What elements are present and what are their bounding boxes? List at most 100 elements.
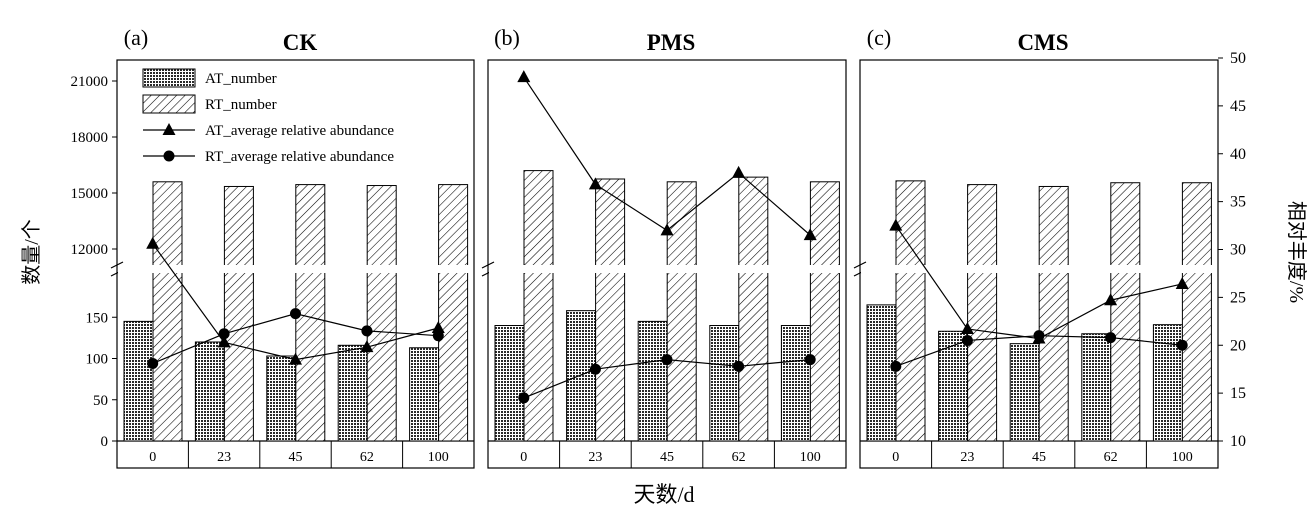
bar-rt-number: [366, 185, 397, 442]
bar-rt-number: [738, 176, 769, 442]
category-label: 100: [1172, 450, 1193, 465]
right-tick-label: 25: [1230, 289, 1246, 306]
point-rt-abundance: [147, 357, 159, 369]
category-label: 0: [520, 450, 527, 465]
bar-at-number: [266, 355, 297, 442]
axis-break-gap: [118, 265, 473, 273]
category-label: 23: [588, 450, 602, 465]
point-at-abundance: [588, 177, 602, 190]
point-rt-abundance: [804, 354, 816, 366]
bar-at-number: [409, 347, 440, 442]
bar-rt-number: [1181, 182, 1212, 442]
point-rt-abundance: [432, 330, 444, 342]
left-axis-label: 数量/个: [20, 219, 43, 285]
bar-at-number: [938, 330, 969, 442]
left-tick-label: 15000: [71, 186, 109, 202]
point-rt-abundance: [733, 360, 745, 372]
bar-at-number: [637, 320, 668, 442]
point-at-abundance: [960, 321, 974, 334]
point-rt-abundance: [361, 325, 373, 337]
right-tick-label: 30: [1230, 242, 1246, 259]
legend-swatch-rt-number: [142, 94, 196, 114]
point-at-abundance: [660, 223, 674, 236]
category-label: 62: [1104, 450, 1118, 465]
point-rt-abundance: [1105, 332, 1117, 344]
bar-rt-number: [666, 181, 697, 442]
bar-at-number: [709, 325, 740, 442]
category-label: 45: [289, 450, 303, 465]
bar-at-number: [1081, 333, 1112, 442]
legend-label: RT_average relative abundance: [205, 149, 394, 165]
bar-at-number: [337, 344, 368, 442]
point-at-abundance: [1104, 293, 1118, 306]
category-label: 45: [1032, 450, 1046, 465]
panel-title: CMS: [1017, 30, 1068, 55]
x-axis-label: 天数/d: [633, 482, 694, 507]
category-label: 23: [960, 450, 974, 465]
panel-label: (b): [494, 25, 520, 50]
legend-marker-circle: [163, 150, 175, 162]
plot-layer: 2100018000150001200015010050050454035302…: [71, 25, 1246, 469]
point-at-abundance: [146, 236, 160, 249]
point-at-abundance: [732, 165, 746, 178]
panel-label: (c): [867, 25, 891, 50]
category-label: 100: [428, 450, 449, 465]
bar-at-number: [566, 310, 597, 442]
panel-frame: [487, 59, 847, 469]
right-tick-label: 35: [1230, 194, 1246, 211]
bar-at-number: [123, 320, 154, 442]
right-tick-label: 45: [1230, 98, 1246, 115]
bar-at-number: [494, 325, 525, 442]
category-label: 0: [149, 450, 156, 465]
point-at-abundance: [289, 352, 302, 365]
right-tick-label: 50: [1230, 50, 1246, 67]
point-at-abundance: [360, 340, 374, 353]
point-at-abundance: [217, 335, 231, 348]
bar-at-number: [194, 341, 225, 442]
legend-marker-triangle: [162, 123, 176, 135]
axis-break-mark: [853, 261, 867, 269]
point-rt-abundance: [218, 328, 230, 340]
point-rt-abundance: [661, 354, 673, 366]
point-rt-abundance: [518, 392, 530, 404]
point-rt-abundance: [589, 363, 601, 375]
bar-rt-number: [895, 180, 926, 442]
point-at-abundance: [431, 321, 445, 334]
bar-at-number: [780, 325, 811, 442]
axis-break-gap: [489, 265, 845, 273]
left-tick-label: 100: [86, 352, 109, 368]
legend-label: AT_number: [205, 71, 277, 87]
bar-rt-number: [809, 181, 840, 442]
bar-rt-number: [438, 184, 469, 442]
legend-label: RT_number: [205, 97, 277, 113]
right-tick-label: 40: [1230, 146, 1246, 163]
left-tick-label: 18000: [71, 130, 109, 146]
category-label: 62: [360, 450, 374, 465]
point-rt-abundance: [1033, 330, 1045, 342]
bar-rt-number: [967, 184, 998, 442]
right-axis-label: 相对丰度/%: [1285, 201, 1308, 303]
left-tick-label: 150: [86, 310, 109, 326]
point-rt-abundance: [1176, 339, 1188, 351]
bar-rt-number: [1110, 182, 1141, 442]
bar-rt-number: [595, 178, 626, 442]
category-label: 45: [660, 450, 674, 465]
axis-break-mark: [481, 261, 495, 269]
category-label: 100: [800, 450, 821, 465]
right-tick-label: 20: [1230, 337, 1246, 354]
panel-label: (a): [124, 25, 148, 50]
right-tick-label: 10: [1230, 433, 1246, 450]
left-tick-label: 50: [93, 393, 108, 409]
bar-rt-number: [1038, 185, 1069, 442]
point-rt-abundance: [290, 308, 301, 320]
left-tick-label: 12000: [71, 242, 109, 258]
left-tick-label: 21000: [71, 74, 109, 90]
category-label: 62: [732, 450, 746, 465]
right-tick-label: 15: [1230, 385, 1246, 402]
point-at-abundance: [517, 70, 531, 83]
point-rt-abundance: [890, 360, 902, 372]
panel-frame: [859, 59, 1219, 469]
axis-break-mark: [110, 261, 124, 269]
point-at-abundance: [889, 218, 903, 231]
